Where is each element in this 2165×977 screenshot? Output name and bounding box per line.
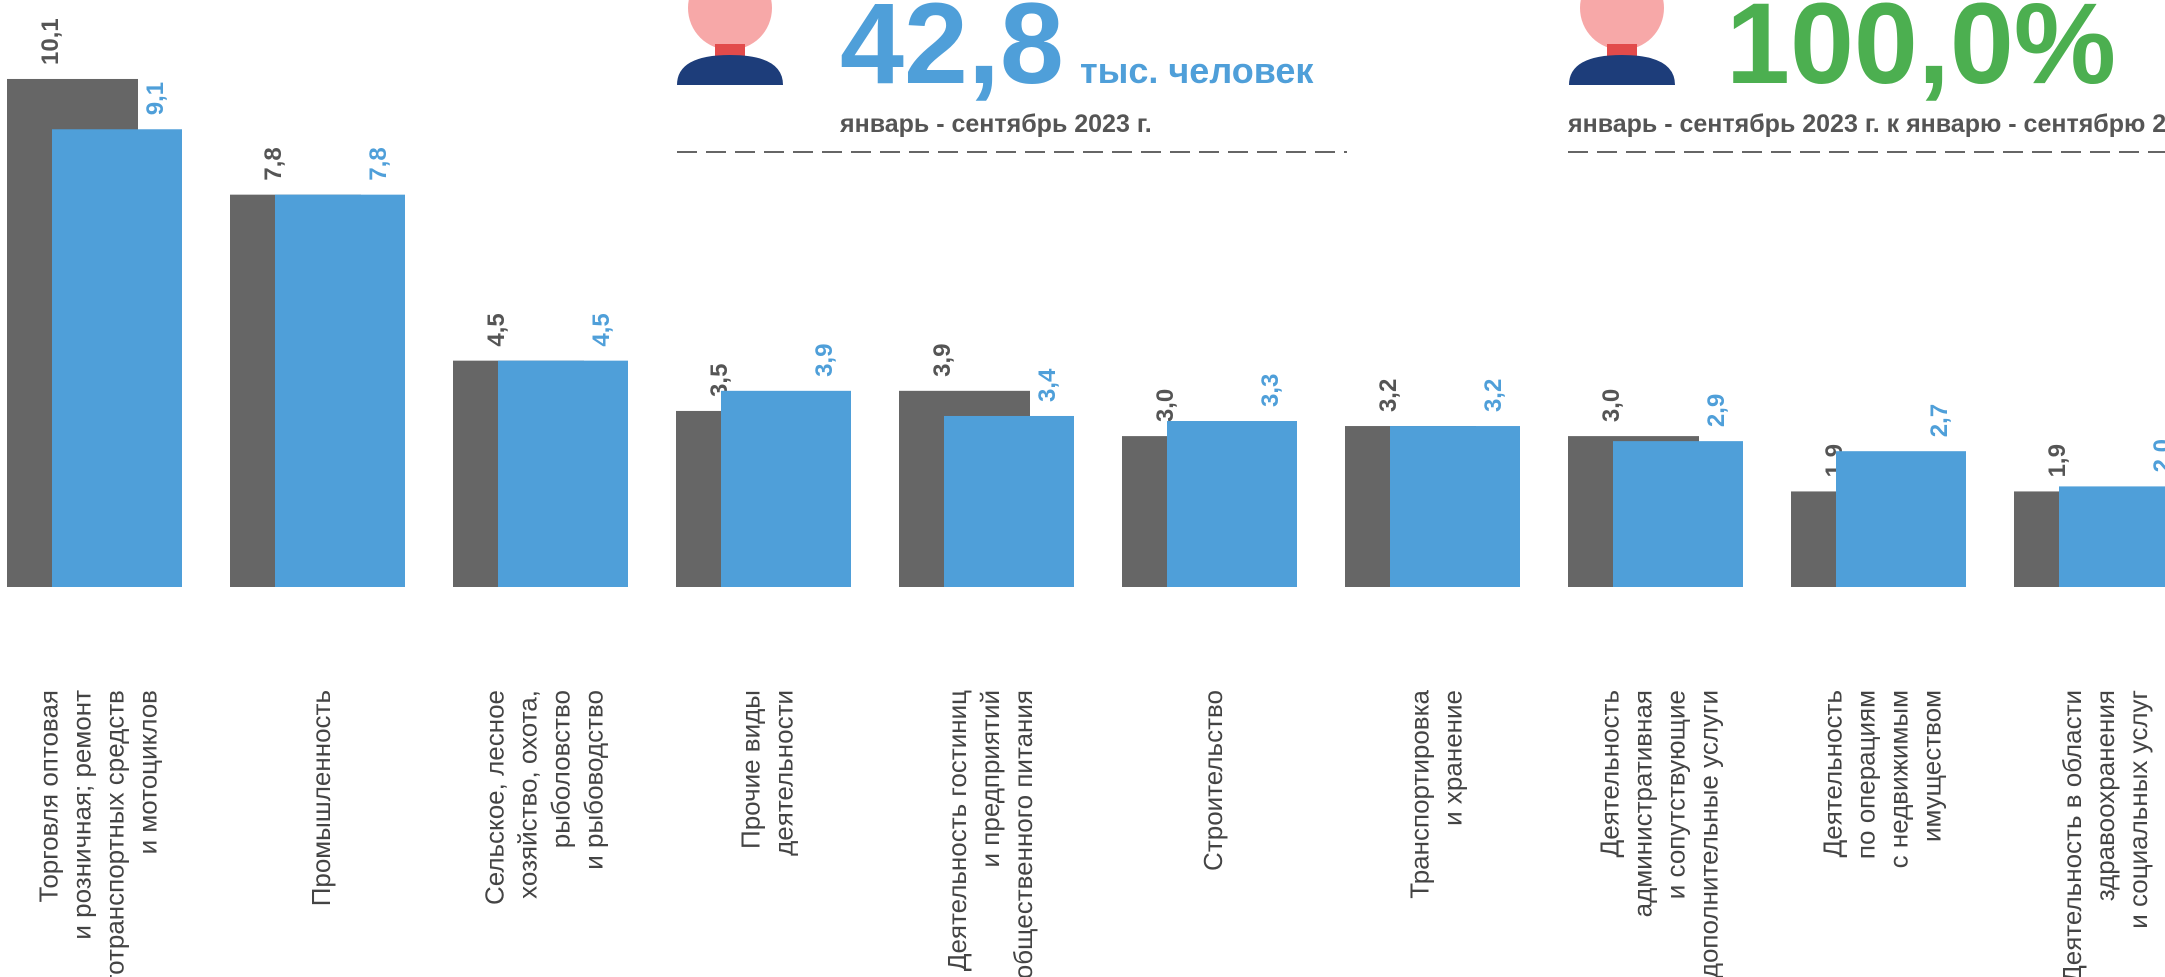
bar xyxy=(721,391,851,587)
category-label: Транспортировка xyxy=(1405,689,1435,898)
category-label: по операциям xyxy=(1851,690,1881,859)
value-label: 3,9 xyxy=(929,343,956,376)
value-label: 7,8 xyxy=(365,147,392,180)
value-label: 3,2 xyxy=(1375,379,1402,412)
category-label: рыболовство xyxy=(546,690,576,848)
kpi-value: 42,8 xyxy=(840,0,1064,108)
bar xyxy=(944,416,1074,587)
category-label: Деятельность xyxy=(1818,690,1848,857)
avatar xyxy=(677,0,783,85)
category-label: Деятельность в области xyxy=(2057,690,2087,977)
category-label: с недвижимым xyxy=(1884,690,1914,868)
avatar xyxy=(1569,0,1675,85)
value-label: 9,1 xyxy=(142,82,169,115)
bar xyxy=(498,361,628,587)
category-label: Промышленность xyxy=(306,690,336,906)
value-label: 7,8 xyxy=(260,147,287,180)
category-label: дополнительные услуги xyxy=(1694,690,1724,977)
category-label: административная xyxy=(1628,690,1658,917)
kpi-value: 100,0% xyxy=(1726,0,2116,108)
bar xyxy=(275,195,405,587)
category-label: и предприятий xyxy=(975,690,1005,867)
value-label: 2,9 xyxy=(1703,394,1730,427)
value-label: 3,9 xyxy=(811,343,838,376)
value-label: 3,0 xyxy=(1152,389,1179,422)
category-label: и мотоциклов xyxy=(133,690,163,854)
category-label: Торговля оптовая xyxy=(34,690,64,903)
category-label: хозяйство, охота, xyxy=(513,690,543,899)
bar xyxy=(1167,421,1297,587)
category-label: и розничная; ремонт xyxy=(67,690,97,940)
bar xyxy=(52,129,182,587)
value-label: 4,5 xyxy=(483,313,510,346)
value-label: 4,5 xyxy=(588,313,615,346)
value-label: 1,9 xyxy=(2044,444,2071,477)
category-label: деятельности xyxy=(769,690,799,856)
value-label: 3,3 xyxy=(1257,374,1284,407)
category-label: здравоохранения xyxy=(2090,690,2120,901)
bar xyxy=(1390,426,1520,587)
category-label: и сопутствующие xyxy=(1661,690,1691,899)
bar xyxy=(1613,441,1743,587)
category-label: Сельское, лесное xyxy=(480,690,510,905)
category-label: и социальных услуг xyxy=(2123,690,2153,929)
category-label: Деятельность гостиниц xyxy=(942,690,972,971)
category-label: Строительство xyxy=(1198,690,1228,871)
infographic: 42,8 тыс. человек январь - сентябрь 2023… xyxy=(0,0,2165,977)
bar xyxy=(2059,486,2165,587)
category-label: имуществом xyxy=(1917,690,1947,842)
bar xyxy=(1836,451,1966,587)
value-label: 3,4 xyxy=(1034,368,1061,402)
category-label: автотранспортных средств xyxy=(100,690,130,977)
category-label: Прочие виды xyxy=(736,690,766,849)
category-label: и рыбоводство xyxy=(579,690,609,870)
value-label: 2,7 xyxy=(1926,404,1953,437)
value-label: 2,0 xyxy=(2149,439,2165,472)
kpi-period: январь - сентябрь 2023 г. к январю - сен… xyxy=(1567,110,2165,138)
kpi-period: январь - сентябрь 2023 г. xyxy=(839,110,1152,138)
value-label: 3,2 xyxy=(1480,379,1507,412)
category-label: Деятельность xyxy=(1595,690,1625,857)
value-label: 10,1 xyxy=(37,18,64,65)
category-label: общественного питания xyxy=(1008,690,1038,977)
kpi-unit: тыс. человек xyxy=(1080,50,1314,91)
value-label: 3,0 xyxy=(1598,389,1625,422)
category-label: и хранение xyxy=(1438,690,1468,826)
